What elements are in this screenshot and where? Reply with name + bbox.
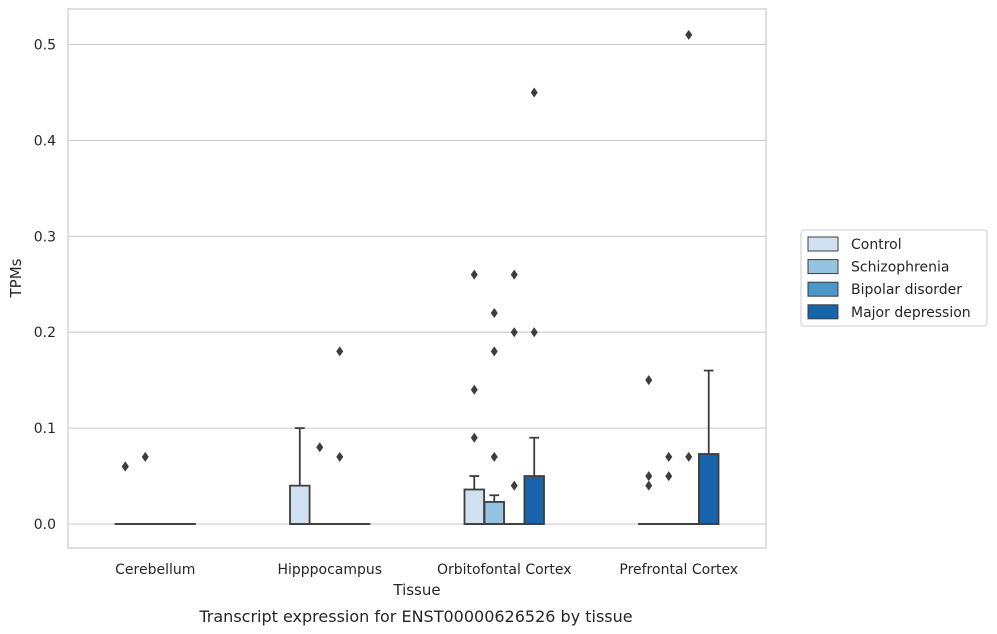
outlier-point (490, 451, 498, 462)
box-major-depression (698, 369, 720, 525)
legend-label: Control (851, 237, 902, 253)
outlier-point (685, 29, 693, 40)
outlier-point (510, 480, 518, 491)
x-tick-labels: Cerebellum Hipppocampus Orbitofontal Corte… (115, 562, 738, 578)
legend-frame (800, 229, 988, 327)
box-body (523, 475, 545, 525)
outlier-point (645, 471, 653, 482)
y-tick-label: 0.4 (34, 133, 56, 149)
y-tick-label: 0.2 (34, 325, 56, 341)
outlier-point (665, 471, 673, 482)
box-control (289, 427, 311, 525)
legend-swatch (807, 259, 839, 275)
outlier-point (510, 327, 518, 338)
legend-swatch (807, 304, 839, 320)
box-body (483, 501, 505, 525)
legend-swatch (807, 236, 839, 252)
outlier-point (665, 451, 673, 462)
x-tick-label: Prefrontal Cortex (619, 562, 738, 578)
outlier-point (685, 451, 693, 462)
x-tick-label: Cerebellum (115, 562, 195, 578)
outlier-point (470, 269, 478, 280)
box-body (289, 484, 311, 525)
box-schizophrenia (483, 494, 505, 525)
outlier-point (470, 432, 478, 443)
y-tick-label: 0.5 (34, 37, 56, 53)
x-axis-label: Tissue (392, 581, 440, 599)
outlier-point (530, 87, 538, 98)
outlier-point (141, 451, 149, 462)
outlier-point (645, 375, 653, 386)
plot-frame (67, 8, 767, 549)
legend-swatch (807, 281, 839, 297)
outlier-point (645, 480, 653, 491)
y-tick-label: 0.0 (34, 517, 56, 533)
y-tick-labels: 0.0 0.1 0.2 0.3 0.4 0.5 (34, 37, 56, 533)
outlier-point (336, 346, 344, 357)
outlier-point (530, 327, 538, 338)
legend-label: Schizophrenia (851, 260, 949, 276)
x-tick-label: Orbitofontal Cortex (437, 562, 572, 578)
x-tick-label: Hipppocampus (277, 562, 382, 578)
legend: Control Schizophrenia Bipolar disorder Majo… (800, 229, 988, 327)
legend-label: Major depression (851, 305, 971, 321)
boxes (114, 369, 720, 525)
outlier-point (121, 461, 129, 472)
outlier-point (336, 451, 344, 462)
outlier-point (510, 269, 518, 280)
outlier-points (121, 29, 693, 491)
outlier-point (316, 442, 324, 453)
box-major-depression (523, 436, 545, 525)
outlier-point (490, 346, 498, 357)
box-body (698, 453, 720, 525)
plot-area (68, 9, 766, 548)
chart-caption: Transcript expression for ENST0000062652… (198, 607, 632, 626)
y-tick-label: 0.3 (34, 229, 56, 245)
outlier-point (470, 384, 478, 395)
legend-label: Bipolar disorder (851, 282, 962, 298)
outlier-point (490, 308, 498, 319)
y-tick-label: 0.1 (34, 421, 56, 437)
y-axis-label: TPMs (7, 258, 25, 298)
box-body (463, 488, 485, 525)
